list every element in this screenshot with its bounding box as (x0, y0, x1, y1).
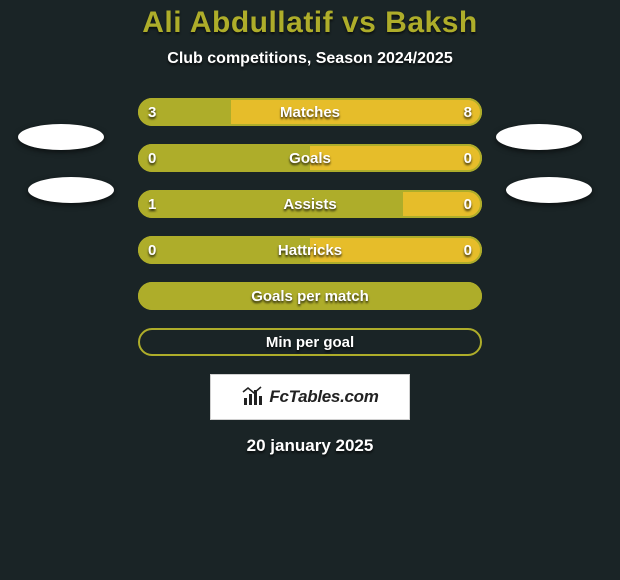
stat-bar-track (138, 190, 482, 218)
page-title: Ali Abdullatif vs Baksh (0, 6, 620, 40)
stat-row: Hattricks00 (0, 236, 620, 264)
source-logo: FcTables.com (210, 374, 410, 420)
stat-bar-left (138, 282, 482, 310)
stat-bar-left (138, 190, 403, 218)
stat-bar-left (138, 98, 231, 126)
stat-row: Matches38 (0, 98, 620, 126)
logo-text: FcTables.com (269, 387, 378, 407)
stat-bar-track (138, 328, 482, 356)
avatar-placeholder (28, 177, 114, 203)
stat-row: Goals per match (0, 282, 620, 310)
stat-row: Min per goal (0, 328, 620, 356)
stat-bar-right (310, 144, 482, 172)
stat-bar-track (138, 282, 482, 310)
stat-bar-left (138, 236, 310, 264)
stat-bar-track (138, 144, 482, 172)
stat-bar-track (138, 98, 482, 126)
stat-bar-track (138, 236, 482, 264)
stat-bar-left (138, 144, 310, 172)
date-label: 20 january 2025 (0, 436, 620, 456)
stat-bar-right (310, 236, 482, 264)
avatar-placeholder (18, 124, 104, 150)
stat-bar-right (403, 190, 482, 218)
chart-icon (241, 385, 265, 409)
comparison-card: Ali Abdullatif vs Baksh Club competition… (0, 0, 620, 580)
stat-bar-right (231, 98, 482, 126)
subtitle: Club competitions, Season 2024/2025 (0, 50, 620, 68)
avatar-placeholder (496, 124, 582, 150)
avatar-placeholder (506, 177, 592, 203)
